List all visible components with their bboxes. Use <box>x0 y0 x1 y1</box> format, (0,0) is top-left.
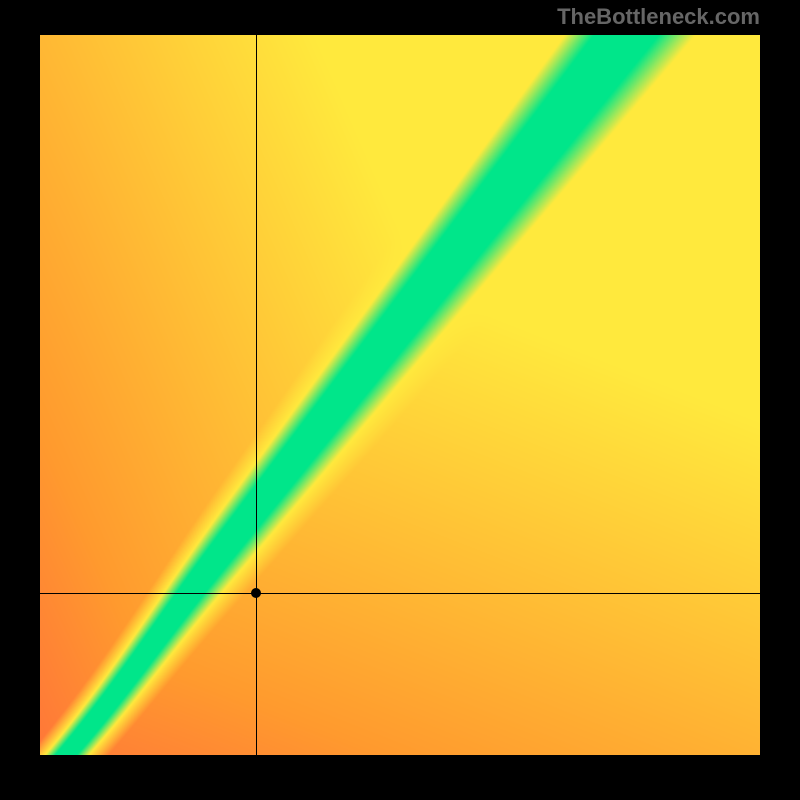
crosshair-vertical <box>256 35 257 755</box>
watermark-text: TheBottleneck.com <box>557 4 760 30</box>
plot-area <box>40 35 760 755</box>
marker-dot <box>251 588 261 598</box>
heatmap-canvas <box>40 35 760 755</box>
crosshair-horizontal <box>40 593 760 594</box>
